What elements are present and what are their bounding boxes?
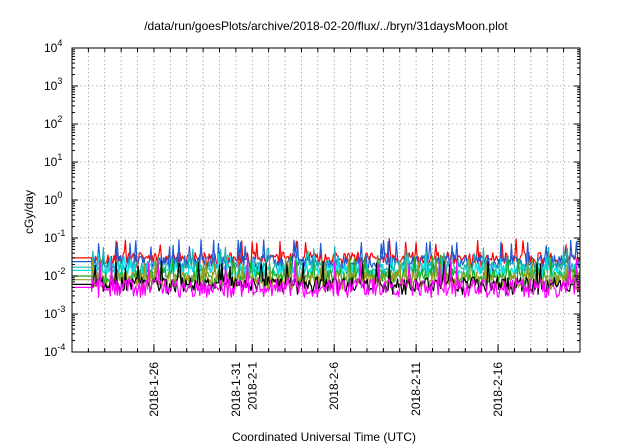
y-tick-label: 100 (44, 190, 62, 207)
x-tick-label: 2018-2-6 (327, 362, 341, 410)
y-tick-label: 104 (44, 38, 62, 55)
grid (72, 48, 580, 352)
y-tick-label: 101 (44, 152, 62, 169)
x-tick-label: 2018-2-11 (409, 362, 423, 416)
y-tick-label: 10-1 (44, 228, 65, 245)
x-tick-label: 2018-2-16 (491, 362, 505, 417)
x-tick-label: 2018-2-1 (245, 362, 259, 410)
y-tick-label: 10-4 (44, 342, 65, 359)
y-tick-label: 102 (44, 114, 62, 131)
plot-frame (71, 47, 581, 353)
series-line-magenta (72, 257, 581, 298)
axes: 10-4 10-3 10-2 10-1 100 101 102 103 104 2018-1-26… (44, 38, 581, 417)
x-tick-label: 2018-1-31 (229, 362, 243, 417)
y-tick-label: 10-2 (44, 266, 65, 283)
y-tick-label: 103 (44, 76, 62, 93)
x-axis-label: Coordinated Universal Time (UTC) (232, 430, 416, 444)
series-layer (72, 238, 581, 298)
chart-title: /data/run/goesPlots/archive/2018-02-20/f… (144, 19, 508, 33)
y-tick-label: 10-3 (44, 304, 65, 321)
x-tick-label: 2018-1-26 (147, 362, 161, 417)
y-axis-label: cGy/day (22, 190, 36, 234)
